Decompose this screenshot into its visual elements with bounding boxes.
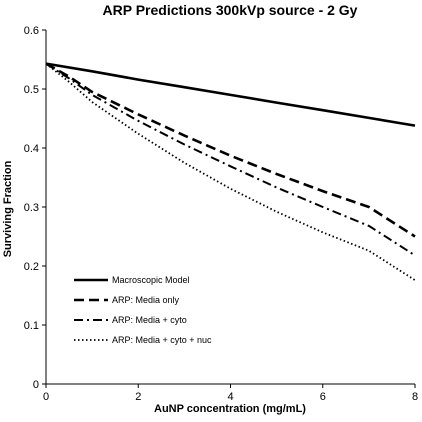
x-tick-label: 4	[227, 391, 233, 403]
axes: 0 0.1 0.2 0.3 0.4 0.5 0.6 0 2 4 6 8	[24, 25, 418, 403]
y-tick-label: 0.3	[24, 202, 39, 214]
series-line-2	[45, 62, 416, 238]
x-tick-label: 6	[320, 391, 326, 403]
legend-label: ARP: Media only	[112, 295, 180, 305]
series-line-3	[45, 62, 416, 257]
y-tick-label: 0	[33, 379, 39, 391]
y-tick-label: 0.5	[24, 84, 39, 96]
x-tick-label: 8	[412, 391, 418, 403]
chart-title: ARP Predictions 300kVp source - 2 Gy	[103, 2, 358, 18]
legend-label: Macroscopic Model	[112, 275, 190, 285]
series-line-4	[45, 62, 416, 281]
x-tick-label: 0	[43, 391, 49, 403]
series-line-1	[45, 62, 416, 127]
y-tick-label: 0.1	[24, 320, 39, 332]
y-tick-label: 0.2	[24, 261, 39, 273]
legend-label: ARP: Media + cyto	[112, 315, 187, 325]
x-axis-title: AuNP concentration (mg/mL)	[154, 403, 306, 415]
legend-label: ARP: Media + cyto + nuc	[112, 335, 212, 345]
series-layer	[45, 62, 416, 281]
legend: Macroscopic Model ARP: Media only ARP: Med…	[74, 275, 212, 345]
x-tick-label: 2	[135, 391, 141, 403]
y-tick-label: 0.4	[24, 143, 39, 155]
y-axis-title: Surviving Fraction	[2, 160, 14, 257]
y-tick-label: 0.6	[24, 25, 39, 37]
